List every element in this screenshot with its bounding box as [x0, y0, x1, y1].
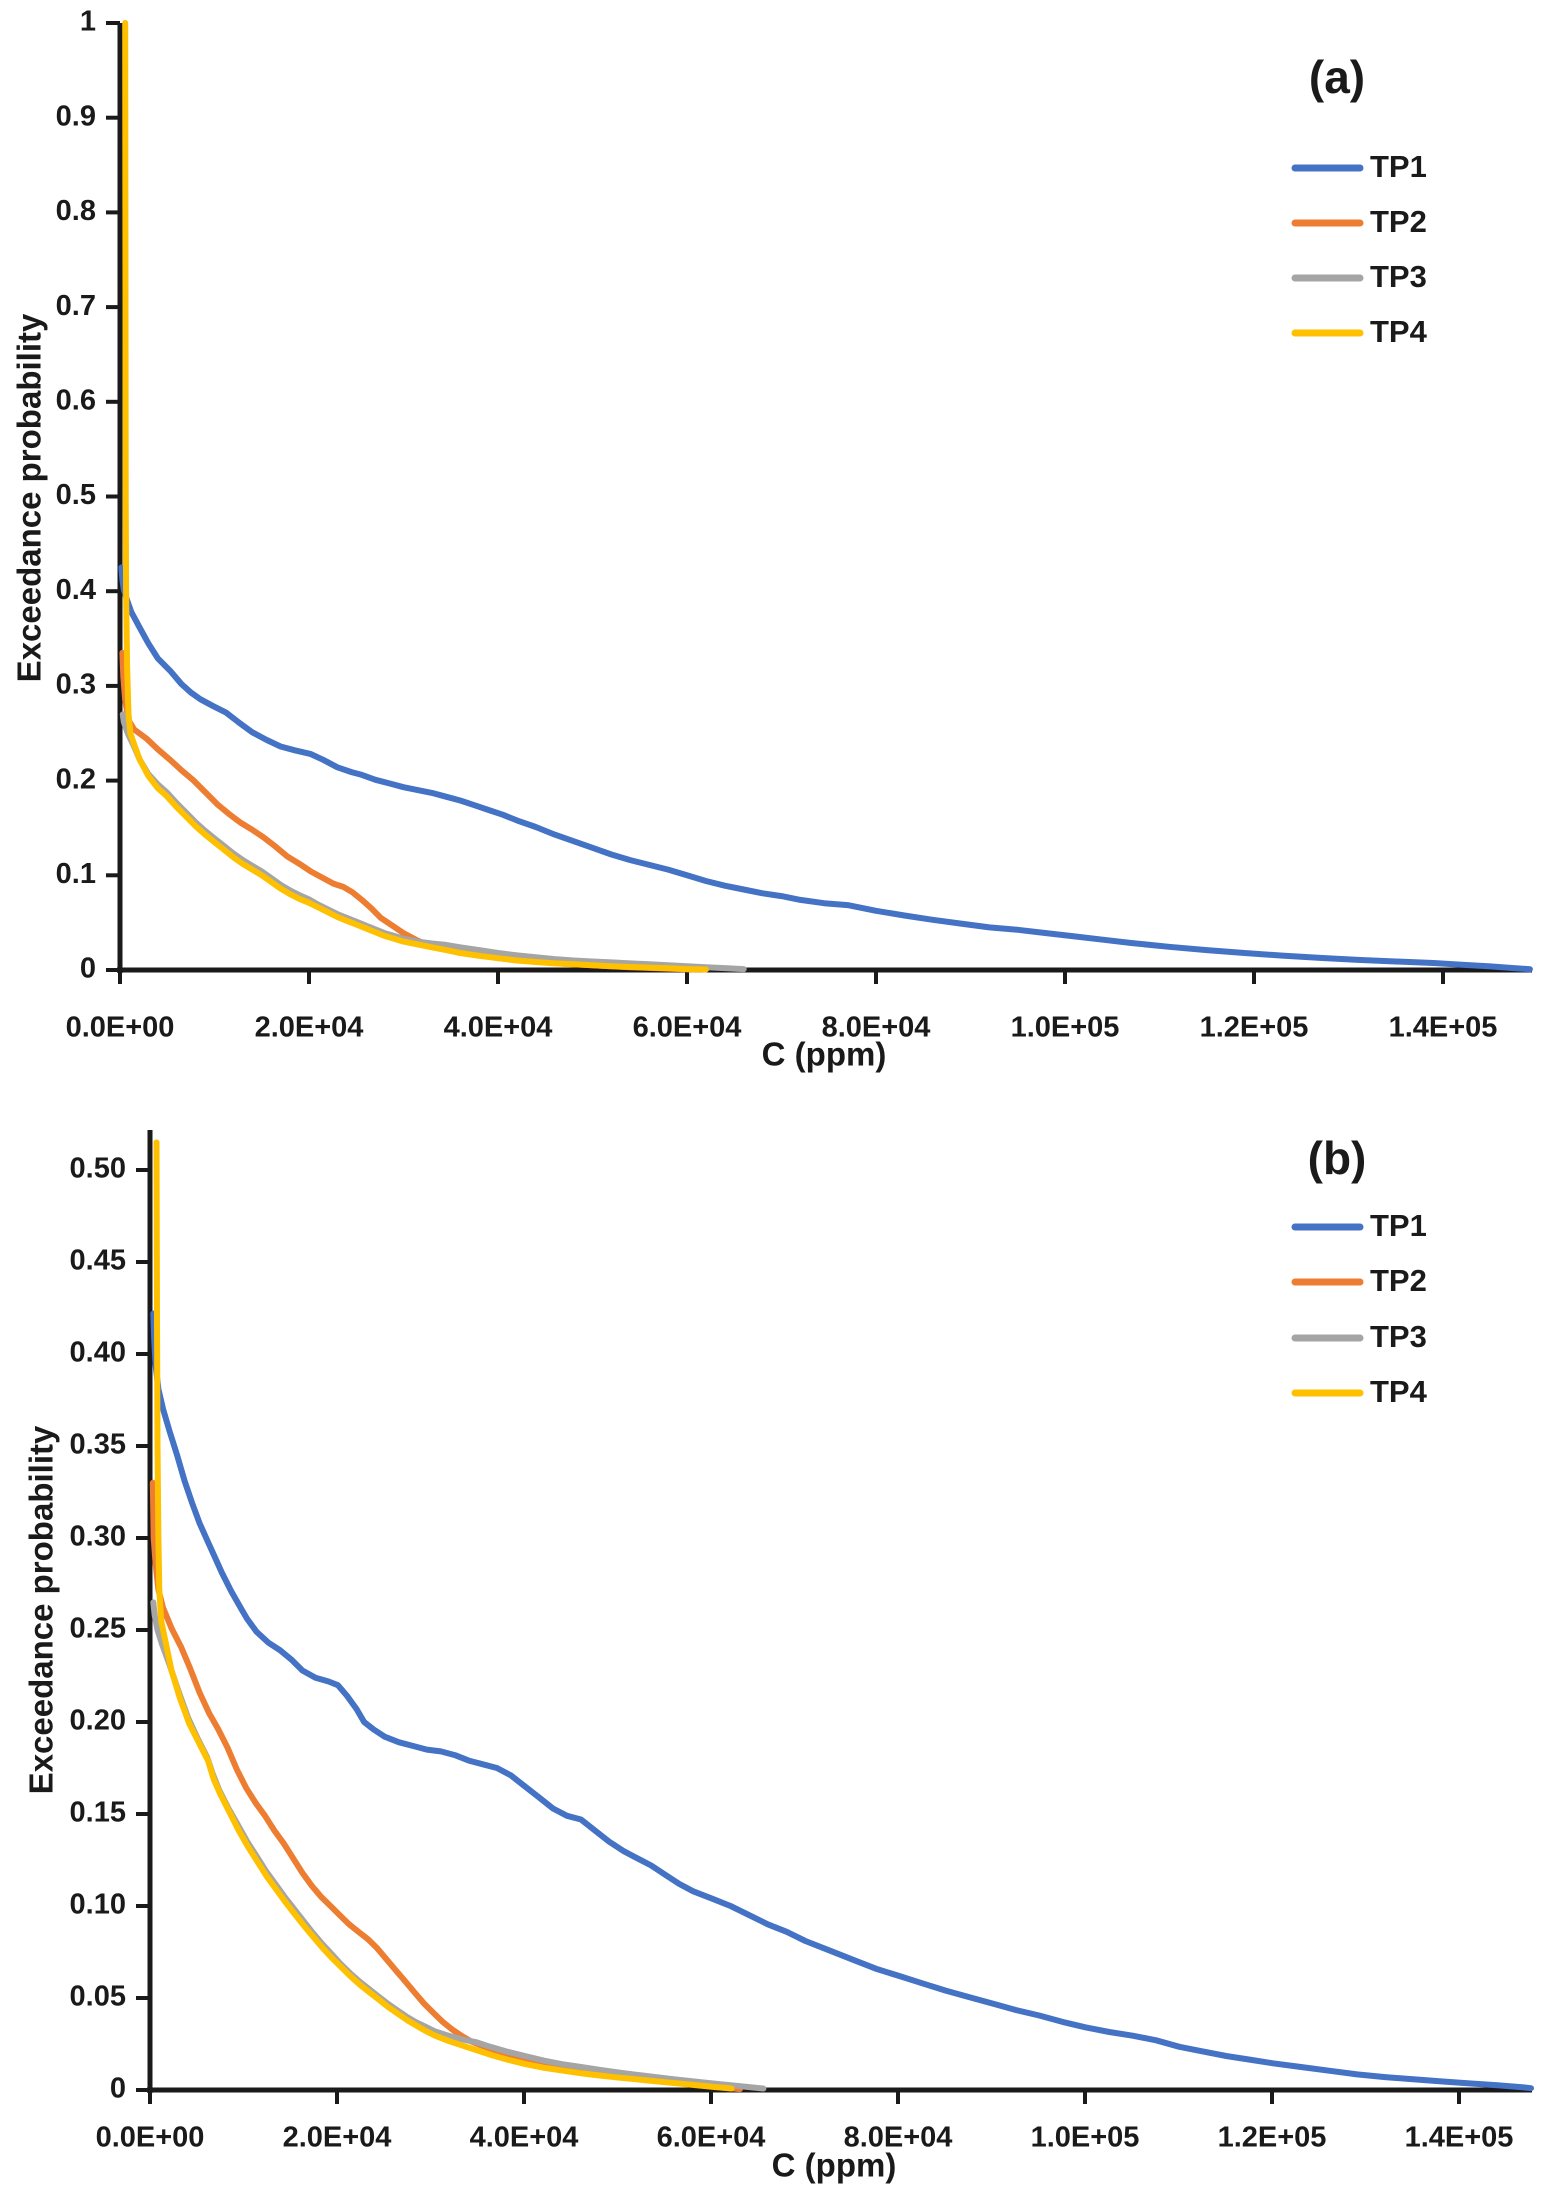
series-line-tp1 [150, 1310, 1534, 2092]
series-line-tp4 [153, 1139, 735, 2092]
x-tick-label: 2.0E+04 [283, 2122, 392, 2154]
legend-label-tp1: TP1 [1370, 149, 1427, 184]
y-tick-label: 0 [110, 2073, 126, 2105]
y-tick-label: 0.3 [56, 669, 96, 701]
y-tick-label: 0.50 [70, 1153, 126, 1185]
panel-label: (b) [1308, 1132, 1367, 1184]
y-tick-label: 0.35 [70, 1429, 126, 1461]
y-tick-label: 0 [80, 953, 96, 985]
y-tick-label: 0.9 [56, 100, 96, 132]
y-tick-label: 0.2 [56, 763, 96, 795]
y-tick-label: 1 [80, 6, 96, 38]
x-tick-label: 4.0E+04 [444, 1012, 553, 1044]
chart-a-canvas: 0.0E+00 2.0E+04 4.0E+04 6.0E+04 8.0E+04 1.0E+… [11, 6, 1533, 1073]
x-axis-title: C (ppm) [762, 1036, 887, 1073]
y-tick-label: 0.1 [56, 858, 96, 890]
x-tick-label: 2.0E+04 [255, 1012, 364, 1044]
x-tick-label: 0.0E+00 [66, 1012, 175, 1044]
y-tick-label: 0.20 [70, 1705, 126, 1737]
y-tick-label: 0.30 [70, 1521, 126, 1553]
y-tick-label: 0.10 [70, 1889, 126, 1921]
y-tick-label: 0.45 [70, 1245, 126, 1277]
y-tick-label: 0.40 [70, 1337, 126, 1369]
legend-label-tp3: TP3 [1370, 1319, 1427, 1354]
series-line-tp1 [118, 564, 1533, 973]
panel-label: (a) [1309, 51, 1365, 103]
x-tick-label: 8.0E+04 [822, 1012, 931, 1044]
chart-b-canvas: 0.0E+00 2.0E+04 4.0E+04 6.0E+04 8.0E+04 1.0E+… [23, 1130, 1534, 2184]
x-tick-label: 1.4E+05 [1389, 1012, 1498, 1044]
y-tick-label: 0.05 [70, 1981, 126, 2013]
x-tick-label: 1.0E+05 [1011, 1012, 1120, 1044]
chart-panel-b: 0.0E+00 2.0E+04 4.0E+04 6.0E+04 8.0E+04 1.0E+… [0, 1104, 1558, 2208]
legend-label-tp2: TP2 [1370, 1263, 1427, 1298]
x-tick-label: 1.2E+05 [1218, 2122, 1327, 2154]
x-tick-label: 6.0E+04 [657, 2122, 766, 2154]
series-line-tp4 [122, 20, 709, 973]
x-axis-title: C (ppm) [772, 2147, 897, 2184]
y-axis-title: Exceedance probability [23, 1425, 60, 1794]
y-axis-title: Exceedance probability [11, 313, 48, 682]
y-tick-label: 0.6 [56, 384, 96, 416]
x-tick-label: 8.0E+04 [844, 2122, 953, 2154]
legend-label-tp1: TP1 [1370, 1208, 1427, 1243]
y-tick-label: 0.7 [56, 290, 96, 322]
legend-label-tp2: TP2 [1370, 204, 1427, 239]
y-tick-label: 0.15 [70, 1797, 126, 1829]
x-tick-label: 6.0E+04 [633, 1012, 742, 1044]
x-tick-label: 4.0E+04 [470, 2122, 579, 2154]
x-tick-label: 1.2E+05 [1200, 1012, 1309, 1044]
legend-label-tp3: TP3 [1370, 259, 1427, 294]
y-tick-label: 0.5 [56, 479, 96, 511]
series-line-tp2 [149, 1479, 743, 2093]
x-tick-label: 1.0E+05 [1031, 2122, 1140, 2154]
x-tick-label: 1.4E+05 [1405, 2122, 1514, 2154]
legend-label-tp4: TP4 [1370, 1374, 1428, 1409]
y-tick-label: 0.25 [70, 1613, 126, 1645]
y-tick-label: 0.8 [56, 195, 96, 227]
y-tick-label: 0.4 [56, 574, 96, 606]
x-tick-label: 0.0E+00 [96, 2122, 205, 2154]
chart-panel-a: 0.0E+00 2.0E+04 4.0E+04 6.0E+04 8.0E+04 1.0E+… [11, 6, 1533, 1073]
legend-label-tp4: TP4 [1370, 314, 1428, 349]
